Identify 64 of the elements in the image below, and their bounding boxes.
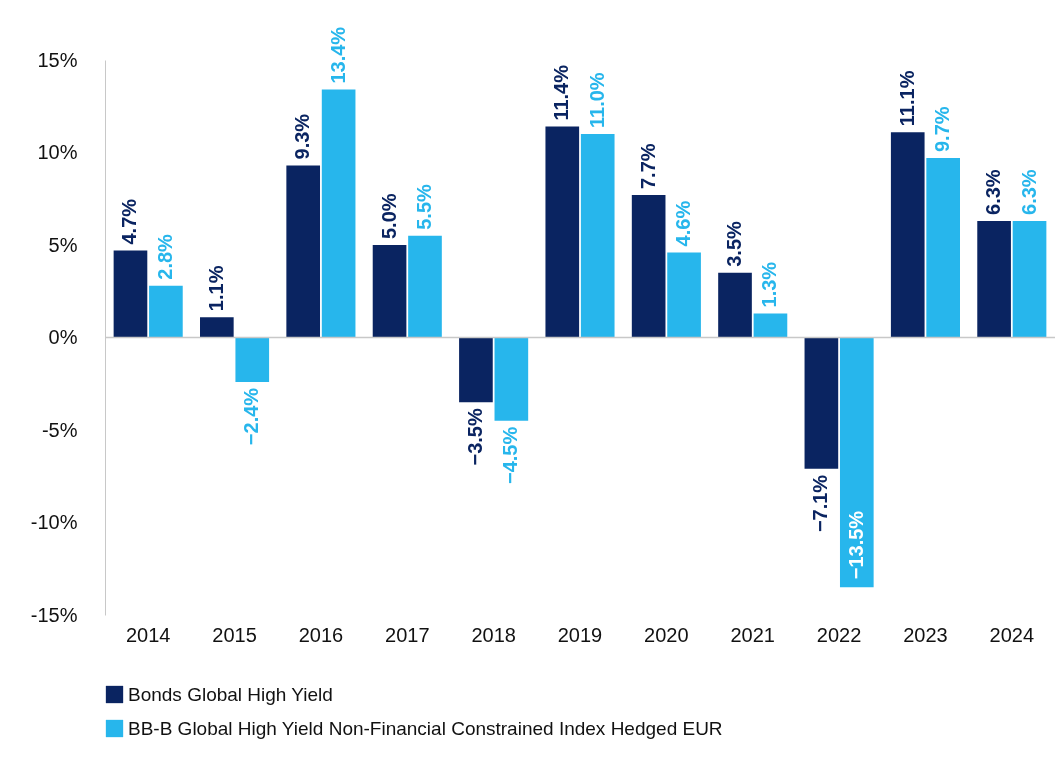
x-tick-label: 2014 bbox=[125, 623, 171, 646]
data-label: 9.3% bbox=[291, 113, 314, 160]
y-tick-label: 15% bbox=[37, 48, 78, 71]
x-tick-label: 2017 bbox=[385, 623, 430, 646]
data-label: −7.1% bbox=[809, 474, 832, 533]
y-tick-label: 0% bbox=[48, 326, 78, 348]
bar bbox=[926, 158, 960, 338]
x-tick-label: 2019 bbox=[557, 623, 603, 646]
bar bbox=[149, 285, 183, 338]
bar bbox=[200, 317, 234, 338]
data-label: 5.0% bbox=[377, 193, 400, 239]
legend-label: Bonds Global High Yield bbox=[128, 683, 333, 705]
data-label: 6.3% bbox=[1017, 169, 1040, 215]
data-label: 7.7% bbox=[636, 143, 659, 190]
bar bbox=[667, 252, 701, 338]
bar bbox=[372, 245, 407, 338]
legend-label: BB-B Global High Yield Non-Financial Constrained Index Hedged EUR bbox=[128, 717, 723, 739]
bar bbox=[804, 337, 839, 469]
data-label: −4.5% bbox=[499, 426, 522, 485]
data-label: 9.7% bbox=[931, 106, 954, 153]
x-tick-label: 2021 bbox=[730, 623, 775, 646]
bar bbox=[839, 337, 874, 588]
bar bbox=[113, 250, 148, 338]
data-label: 11.1% bbox=[895, 70, 918, 127]
data-label: 4.6% bbox=[672, 200, 695, 247]
data-label: 5.5% bbox=[412, 183, 435, 230]
bar bbox=[545, 126, 580, 338]
data-label: 1.3% bbox=[758, 261, 781, 308]
x-tick-label: 2018 bbox=[471, 623, 516, 646]
bar bbox=[321, 89, 356, 338]
bar bbox=[286, 165, 321, 338]
x-tick-label: 2023 bbox=[903, 623, 948, 646]
x-tick-label: 2022 bbox=[816, 623, 862, 646]
x-tick-label: 2016 bbox=[298, 623, 344, 646]
bar bbox=[408, 235, 442, 338]
bar bbox=[235, 337, 270, 382]
y-tick-label: -15% bbox=[30, 603, 78, 626]
bar bbox=[580, 134, 615, 338]
bar bbox=[631, 195, 666, 338]
data-label: 4.7% bbox=[118, 198, 141, 245]
y-tick-label: -5% bbox=[41, 418, 78, 441]
data-label: 6.3% bbox=[982, 169, 1005, 215]
x-tick-label: 2024 bbox=[989, 623, 1035, 646]
x-tick-label: 2015 bbox=[212, 623, 257, 646]
data-label: −13.5% bbox=[844, 510, 867, 580]
data-label: −2.4% bbox=[240, 387, 263, 446]
bar bbox=[459, 337, 493, 403]
data-label: 3.5% bbox=[723, 220, 746, 267]
bar bbox=[977, 220, 1011, 338]
data-label: 13.4% bbox=[326, 26, 349, 84]
data-label: 2.8% bbox=[153, 233, 176, 280]
y-tick-label: 10% bbox=[37, 141, 78, 163]
bar bbox=[753, 313, 788, 338]
bar bbox=[718, 272, 752, 338]
data-label: 11.0% bbox=[585, 72, 608, 128]
y-tick-label: -10% bbox=[30, 511, 78, 533]
bar bbox=[494, 337, 529, 421]
data-label: 11.4% bbox=[550, 64, 573, 121]
data-label: −3.5% bbox=[463, 408, 486, 466]
bar bbox=[890, 132, 925, 338]
y-tick-label: 5% bbox=[48, 233, 78, 256]
x-tick-label: 2020 bbox=[644, 623, 689, 646]
bar bbox=[1012, 220, 1047, 338]
data-label: 1.1% bbox=[204, 265, 227, 312]
